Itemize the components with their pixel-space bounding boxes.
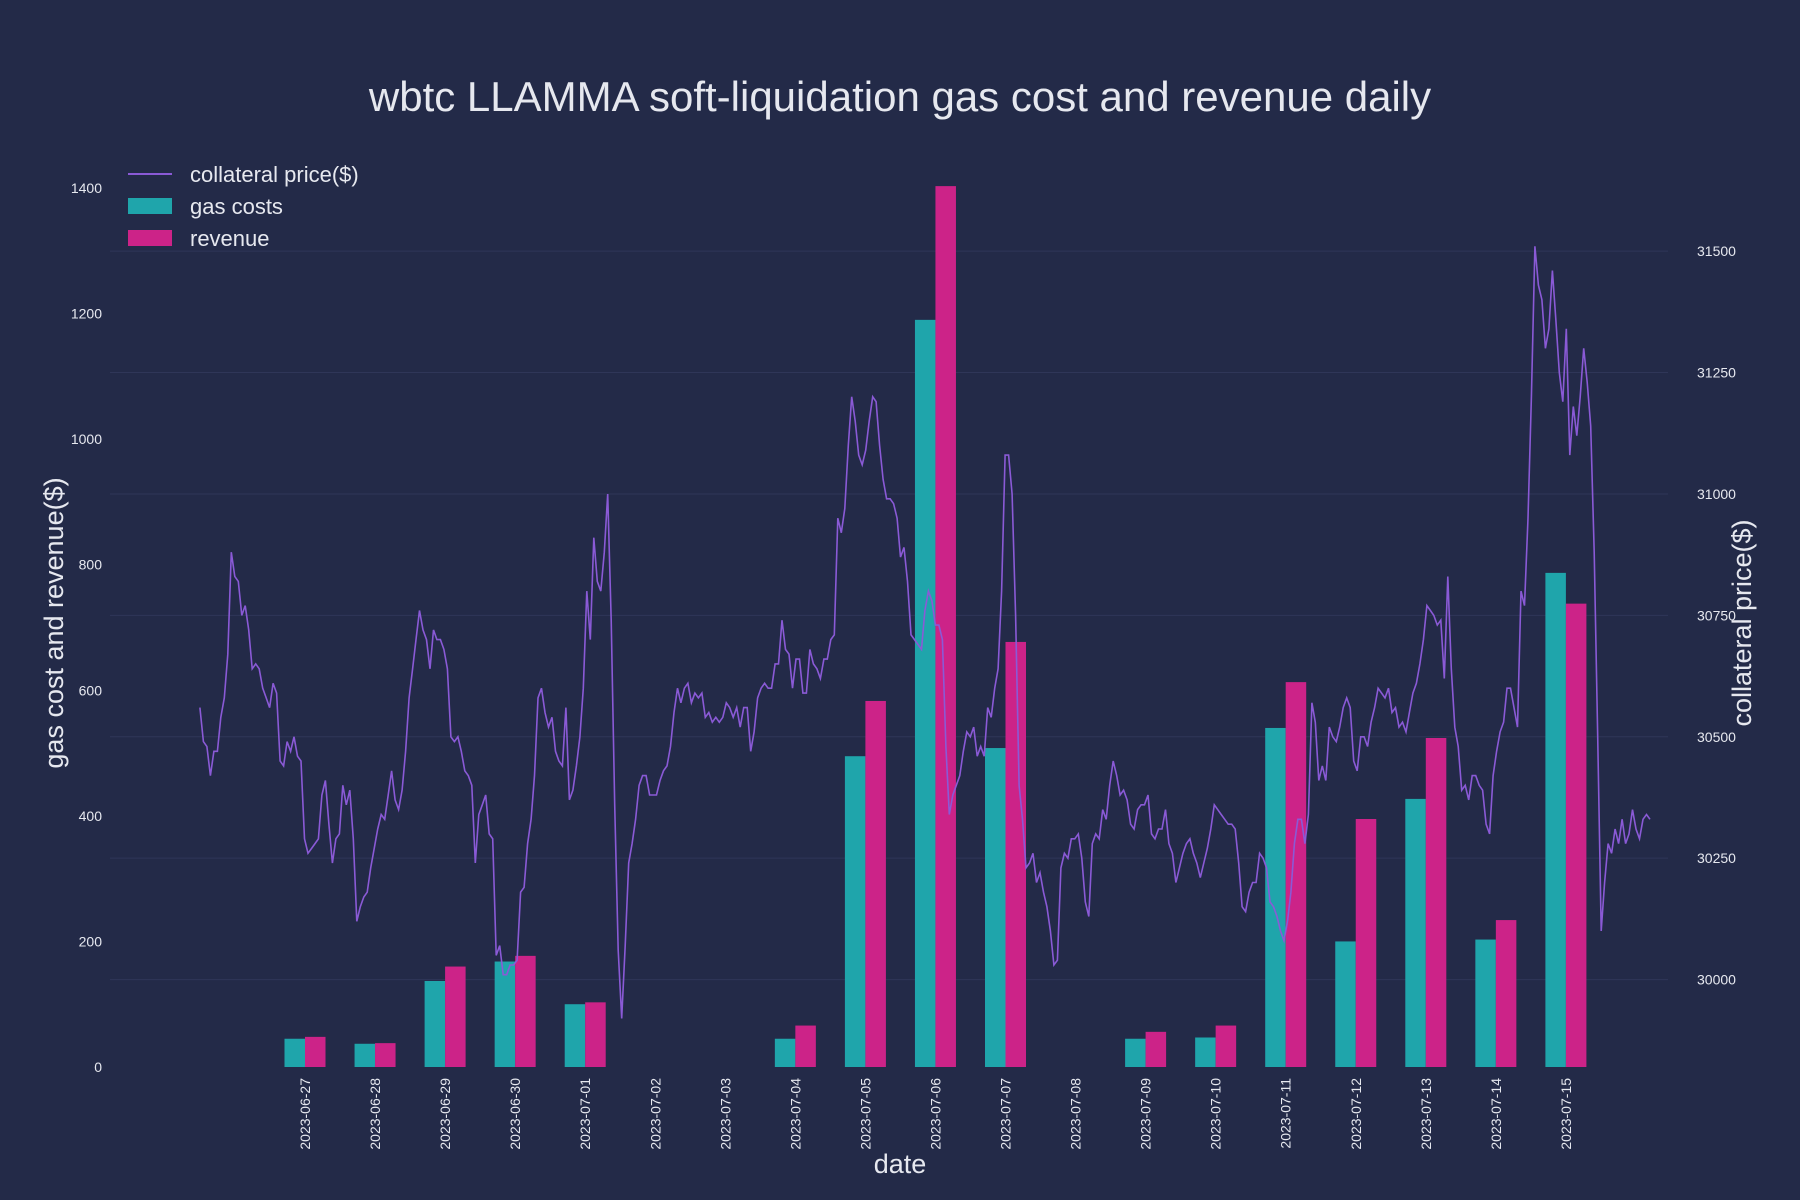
revenue-bar (1215, 1025, 1237, 1067)
x-tick-label: 2023-06-27 (297, 1078, 313, 1150)
legend-label-gas: gas costs (190, 194, 283, 219)
x-tick-label: 2023-07-10 (1208, 1078, 1224, 1150)
x-tick-label: 2023-07-11 (1278, 1078, 1294, 1149)
chart-title: wbtc LLAMMA soft-liquidation gas cost an… (368, 73, 1431, 120)
legend-gas-swatch (128, 198, 172, 214)
revenue-bar (375, 1043, 396, 1067)
revenue-bar (1005, 641, 1026, 1067)
legend-label-price: collateral price($) (190, 162, 359, 187)
gas-cost-bar (914, 319, 936, 1068)
gas-cost-bar (1335, 941, 1356, 1067)
y2-tick-label: 31250 (1697, 365, 1736, 381)
x-tick-label: 2023-07-05 (857, 1078, 873, 1150)
x-tick-label: 2023-07-01 (577, 1078, 593, 1150)
gas-cost-bar (1405, 798, 1426, 1067)
x-tick-label: 2023-07-02 (647, 1078, 663, 1150)
gridlines (110, 250, 1668, 981)
y2-tick-label: 30500 (1697, 729, 1736, 745)
y-tick-label: 1400 (71, 180, 102, 196)
x-tick-label: 2023-07-13 (1418, 1078, 1434, 1150)
y-axis-ticks: 0 200 400 600 800 1000 1200 1400 (71, 180, 102, 1075)
revenue-bar (445, 966, 466, 1067)
gas-cost-bar (424, 980, 446, 1067)
x-tick-label: 2023-07-14 (1488, 1078, 1504, 1150)
x-tick-label: 2023-06-29 (437, 1078, 453, 1150)
y-axis-label: gas cost and revenue($) (39, 477, 69, 768)
revenue-bar (935, 186, 956, 1067)
revenue-bar (515, 955, 536, 1067)
y-tick-label: 0 (94, 1059, 102, 1075)
y2-axis-label: collateral price($) (1727, 519, 1757, 726)
legend-revenue-swatch (128, 230, 172, 246)
x-tick-label: 2023-07-15 (1558, 1078, 1574, 1150)
revenue-bar (585, 1002, 606, 1067)
gas-cost-bar (1195, 1037, 1216, 1067)
gas-cost-bar (1265, 727, 1286, 1067)
x-tick-label: 2023-07-07 (998, 1078, 1014, 1150)
collateral-price-line (199, 246, 1651, 1019)
revenue-bar (1425, 738, 1447, 1067)
y-tick-label: 200 (79, 933, 103, 949)
y-tick-label: 1200 (71, 306, 102, 322)
gas-cost-bar (1475, 939, 1496, 1067)
gas-cost-bar (774, 1038, 796, 1067)
x-tick-label: 2023-07-08 (1068, 1078, 1084, 1150)
revenue-bar (1565, 603, 1587, 1067)
y2-axis-ticks: 30000 30250 30500 30750 31000 31250 31500 (1697, 243, 1736, 987)
y-tick-label: 600 (79, 682, 103, 698)
revenue-bar (1285, 682, 1307, 1067)
revenue-bar (795, 1025, 816, 1067)
y-tick-label: 800 (79, 557, 103, 573)
gas-cost-bar (1125, 1038, 1146, 1067)
gas-cost-bar (284, 1038, 305, 1067)
y2-tick-label: 31500 (1697, 243, 1736, 259)
y2-tick-label: 30750 (1697, 607, 1736, 623)
x-tick-label: 2023-07-04 (787, 1078, 803, 1150)
x-tick-label: 2023-07-06 (927, 1078, 943, 1150)
gas-cost-bar (1545, 572, 1566, 1067)
x-tick-label: 2023-07-12 (1348, 1078, 1364, 1150)
gas-cost-bar (564, 1004, 586, 1067)
gas-cost-bar (494, 961, 516, 1067)
y2-tick-label: 30250 (1697, 850, 1736, 866)
gas-cost-bar (354, 1043, 376, 1067)
y2-tick-label: 31000 (1697, 486, 1736, 502)
x-tick-label: 2023-06-30 (507, 1078, 523, 1150)
x-tick-label: 2023-07-09 (1138, 1078, 1154, 1150)
x-axis-label: date (874, 1149, 927, 1179)
revenue-bar (305, 1036, 326, 1067)
revenue-bar (865, 700, 886, 1067)
gas-cost-bar (844, 756, 866, 1067)
revenue-bar (1495, 920, 1517, 1067)
y-tick-label: 1000 (71, 431, 102, 447)
x-tick-label: 2023-07-03 (717, 1078, 733, 1150)
bars (284, 186, 1587, 1068)
x-tick-label: 2023-06-28 (367, 1078, 383, 1150)
legend: collateral price($) gas costs revenue (128, 162, 359, 251)
x-axis-ticks: 2023-06-27 2023-06-28 2023-06-29 2023-06-30… (297, 1078, 1574, 1150)
y-tick-label: 400 (79, 808, 103, 824)
revenue-bar (1355, 818, 1377, 1067)
gas-cost-bar (985, 748, 1006, 1067)
y2-tick-label: 30000 (1697, 972, 1736, 988)
legend-label-revenue: revenue (190, 226, 270, 251)
revenue-bar (1145, 1031, 1167, 1067)
